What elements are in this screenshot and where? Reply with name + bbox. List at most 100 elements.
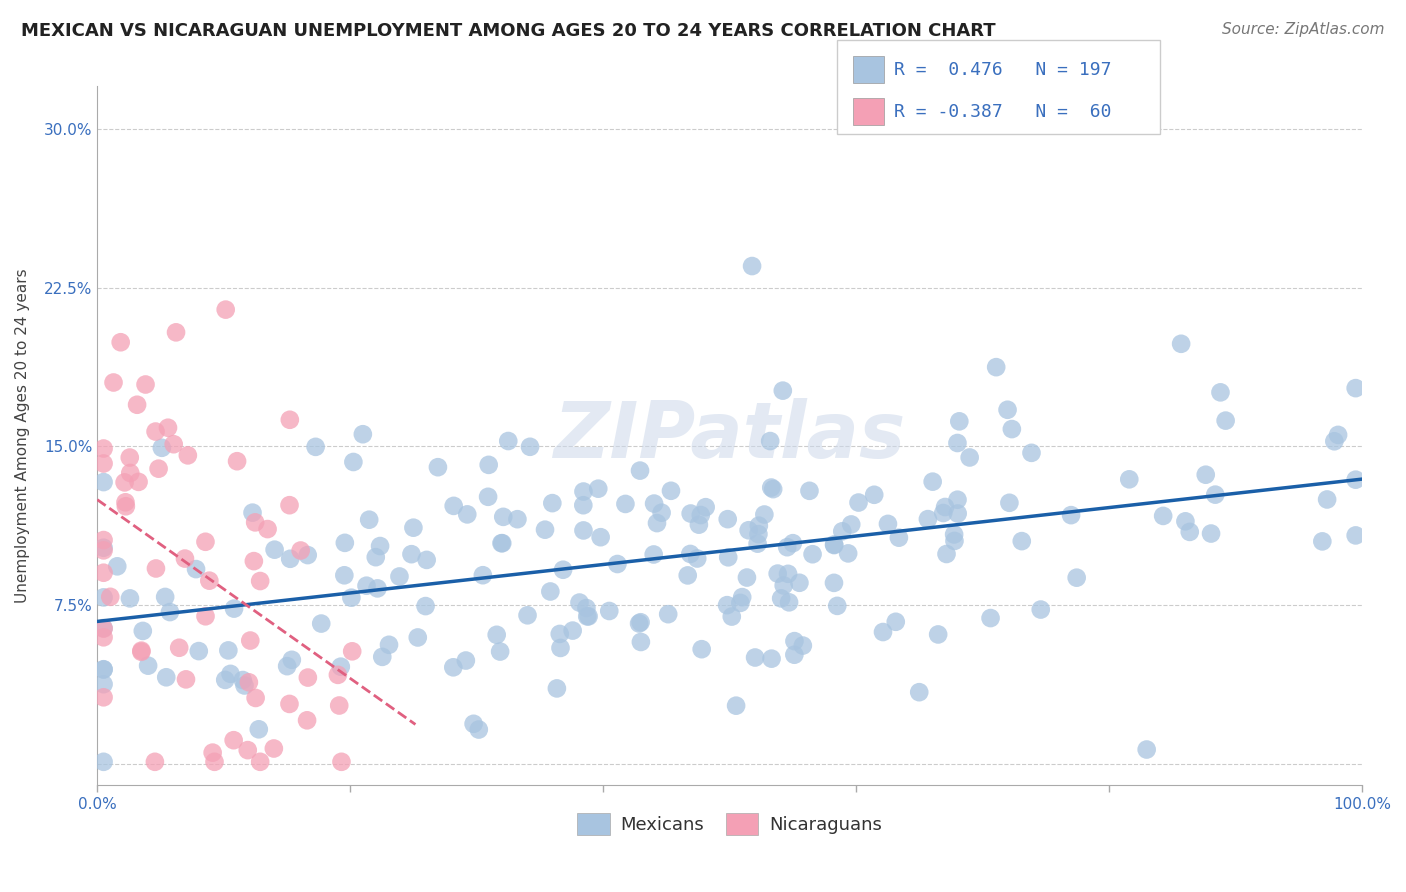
Point (825, 599, 848, 613)
Point (1011, 534, 1033, 549)
Point (143, 755, 166, 769)
Point (762, 482, 785, 496)
Point (1344, 528, 1367, 542)
Point (236, 743, 259, 757)
Point (120, 466, 142, 480)
Point (128, 475, 150, 489)
Point (516, 608, 538, 623)
Point (589, 530, 612, 544)
Point (239, 633, 262, 648)
Point (489, 644, 512, 658)
Point (330, 755, 353, 769)
Point (441, 660, 464, 674)
Point (426, 460, 449, 475)
Point (295, 714, 318, 728)
Point (917, 512, 939, 526)
Point (837, 546, 859, 560)
Point (538, 584, 561, 599)
Point (278, 697, 301, 711)
Point (329, 659, 352, 673)
Point (946, 436, 969, 450)
Point (546, 681, 568, 696)
Point (105, 559, 128, 574)
Point (378, 638, 401, 652)
Point (247, 723, 270, 737)
Text: Source: ZipAtlas.com: Source: ZipAtlas.com (1222, 22, 1385, 37)
Point (93, 541, 115, 555)
Point (278, 498, 301, 512)
Point (155, 670, 177, 684)
Point (359, 513, 381, 527)
Point (645, 516, 668, 530)
Point (551, 563, 574, 577)
Point (935, 547, 957, 561)
Point (766, 566, 789, 581)
Point (1021, 446, 1043, 460)
Point (877, 516, 900, 531)
Point (884, 615, 907, 629)
Point (998, 496, 1021, 510)
Point (651, 506, 673, 520)
Point (741, 259, 763, 273)
Point (690, 642, 713, 657)
Point (249, 574, 271, 588)
Point (93, 442, 115, 456)
Point (278, 413, 301, 427)
Point (1215, 414, 1237, 428)
Point (628, 464, 651, 478)
Point (145, 425, 167, 439)
Point (371, 649, 394, 664)
Point (679, 507, 702, 521)
Point (561, 624, 583, 638)
Point (340, 591, 363, 605)
Point (679, 547, 702, 561)
Point (643, 548, 665, 562)
Point (1199, 526, 1222, 541)
Point (263, 741, 285, 756)
Point (628, 616, 651, 631)
Point (630, 615, 652, 630)
Point (872, 625, 894, 640)
Point (783, 648, 806, 662)
Point (456, 508, 478, 522)
Point (1310, 534, 1333, 549)
Point (688, 517, 710, 532)
Point (204, 755, 226, 769)
Point (1323, 434, 1346, 449)
Point (863, 488, 886, 502)
Point (572, 484, 595, 499)
Point (114, 475, 136, 490)
Point (1209, 385, 1232, 400)
Point (1344, 381, 1367, 395)
Point (136, 658, 159, 673)
Point (352, 427, 374, 442)
Point (93, 663, 115, 677)
Point (326, 668, 349, 682)
Point (1060, 508, 1083, 523)
Text: R =  0.476   N = 197: R = 0.476 N = 197 (894, 61, 1112, 78)
Point (93, 677, 115, 691)
Point (304, 440, 326, 454)
Point (731, 590, 754, 604)
Point (93, 755, 115, 769)
Point (568, 596, 591, 610)
Point (194, 609, 217, 624)
Point (233, 678, 256, 692)
Point (135, 377, 157, 392)
Point (831, 524, 853, 539)
Point (943, 533, 966, 548)
Point (118, 450, 141, 465)
Point (1344, 473, 1367, 487)
Point (934, 500, 956, 514)
Point (778, 595, 800, 609)
Point (686, 551, 709, 566)
Point (132, 624, 155, 638)
Point (401, 547, 423, 561)
Point (1118, 472, 1140, 486)
Point (541, 496, 564, 510)
Point (1316, 492, 1339, 507)
Point (478, 458, 501, 472)
Point (932, 506, 955, 520)
Point (115, 500, 138, 514)
Point (606, 557, 628, 571)
